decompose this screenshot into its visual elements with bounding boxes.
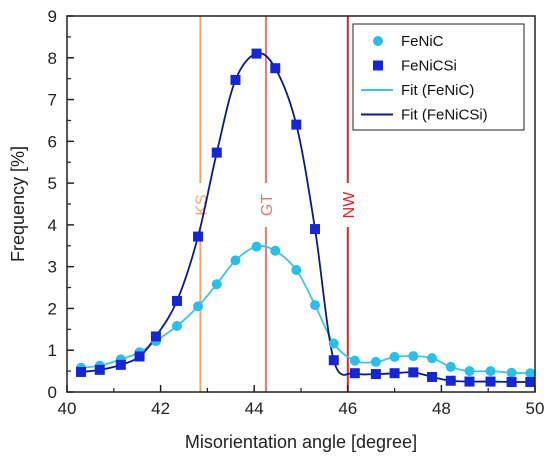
legend-label-fenicsi: FeNiCSi [401, 58, 457, 75]
fenic-point [328, 338, 339, 349]
fenicsi-point [171, 295, 182, 306]
fenic-point [270, 245, 281, 256]
legend: FeNiC FeNiCSi Fit (FeNiC) Fit (FeNiCSi) [352, 23, 525, 131]
y-tick-label: 8 [48, 49, 57, 68]
y-tick-label: 2 [48, 299, 57, 318]
fenic-point [171, 320, 182, 331]
y-tick-label: 4 [48, 216, 57, 235]
fenic-point [349, 355, 360, 366]
fenicsi-point [291, 119, 302, 130]
fenic-point [525, 368, 536, 379]
fenicsi-point [485, 376, 496, 387]
fenic-point [464, 366, 475, 377]
fenicsi-point [270, 63, 281, 74]
fenic-point [291, 265, 302, 276]
x-tick-label: 46 [338, 399, 357, 418]
y-tick-label: 3 [48, 258, 57, 277]
legend-label-fenic: FeNiC [401, 33, 444, 50]
y-tick-label: 5 [48, 174, 57, 193]
fenicsi-point [211, 147, 222, 158]
fenicsi-point [370, 369, 381, 380]
x-tick-label: 48 [432, 399, 451, 418]
fenicsi-point [310, 224, 321, 235]
legend-marker-fenicsi [373, 60, 383, 71]
fenic-point [251, 241, 262, 252]
fenicsi-point [349, 368, 360, 379]
fenicsi-point [328, 355, 339, 366]
x-tick-label: 50 [526, 399, 545, 418]
y-tick-label: 0 [48, 383, 57, 402]
fenicsi-point [506, 376, 517, 387]
fenicsi-point [427, 371, 438, 382]
y-axis-title: Frequency [%] [8, 146, 28, 262]
reference-label-bg-ks [190, 183, 211, 227]
fenic-point [370, 356, 381, 367]
fenicsi-point [94, 364, 105, 375]
fenicsi-point [251, 48, 262, 59]
fenic-point [230, 255, 241, 266]
fenic-point [193, 301, 204, 312]
plot-area: KS GT NW [76, 16, 536, 392]
fenicsi-point [134, 351, 145, 362]
y-tick-label: 6 [48, 132, 57, 151]
fenic-point [408, 351, 419, 362]
fit-line-fenic [80, 245, 531, 375]
fenic-point [445, 361, 456, 372]
legend-label-fit-fenic: Fit (FeNiC) [401, 82, 474, 99]
fenicsi-point [389, 368, 400, 379]
fenic-point [506, 367, 517, 378]
fenic-point [211, 279, 222, 290]
legend-marker-fenic [373, 36, 383, 46]
legend-label-fit-fenicsi: Fit (FeNiCSi) [401, 107, 488, 124]
fenic-point [310, 300, 321, 311]
fenic-point [485, 366, 496, 377]
y-tick-label: 9 [48, 7, 57, 26]
fenicsi-point [115, 359, 126, 370]
y-tick-label: 1 [48, 341, 57, 360]
reference-label-gt: GT [259, 194, 276, 216]
x-tick-label: 40 [58, 399, 77, 418]
fenicsi-point [525, 376, 536, 387]
fenicsi-point [150, 331, 161, 342]
fenicsi-point [464, 376, 475, 387]
fenicsi-point [230, 74, 241, 85]
fenicsi-point [408, 367, 419, 378]
fenic-point [389, 351, 400, 362]
x-tick-label: 44 [245, 399, 264, 418]
x-tick-label: 42 [151, 399, 170, 418]
fenic-point [427, 353, 438, 364]
axes: 40 42 44 46 48 50 0 1 2 3 4 5 6 7 8 9 Misorientation ang… [8, 7, 544, 452]
y-tick-label: 7 [48, 91, 57, 110]
fenicsi-point [445, 375, 456, 386]
reference-label-bg-nw [337, 183, 358, 227]
x-axis-title: Misorientation angle [degree] [185, 432, 417, 452]
reference-label-bg-gt [255, 183, 276, 227]
reference-label-nw: NW [341, 191, 358, 219]
fenicsi-point [76, 366, 87, 377]
fenicsi-point [193, 231, 204, 242]
